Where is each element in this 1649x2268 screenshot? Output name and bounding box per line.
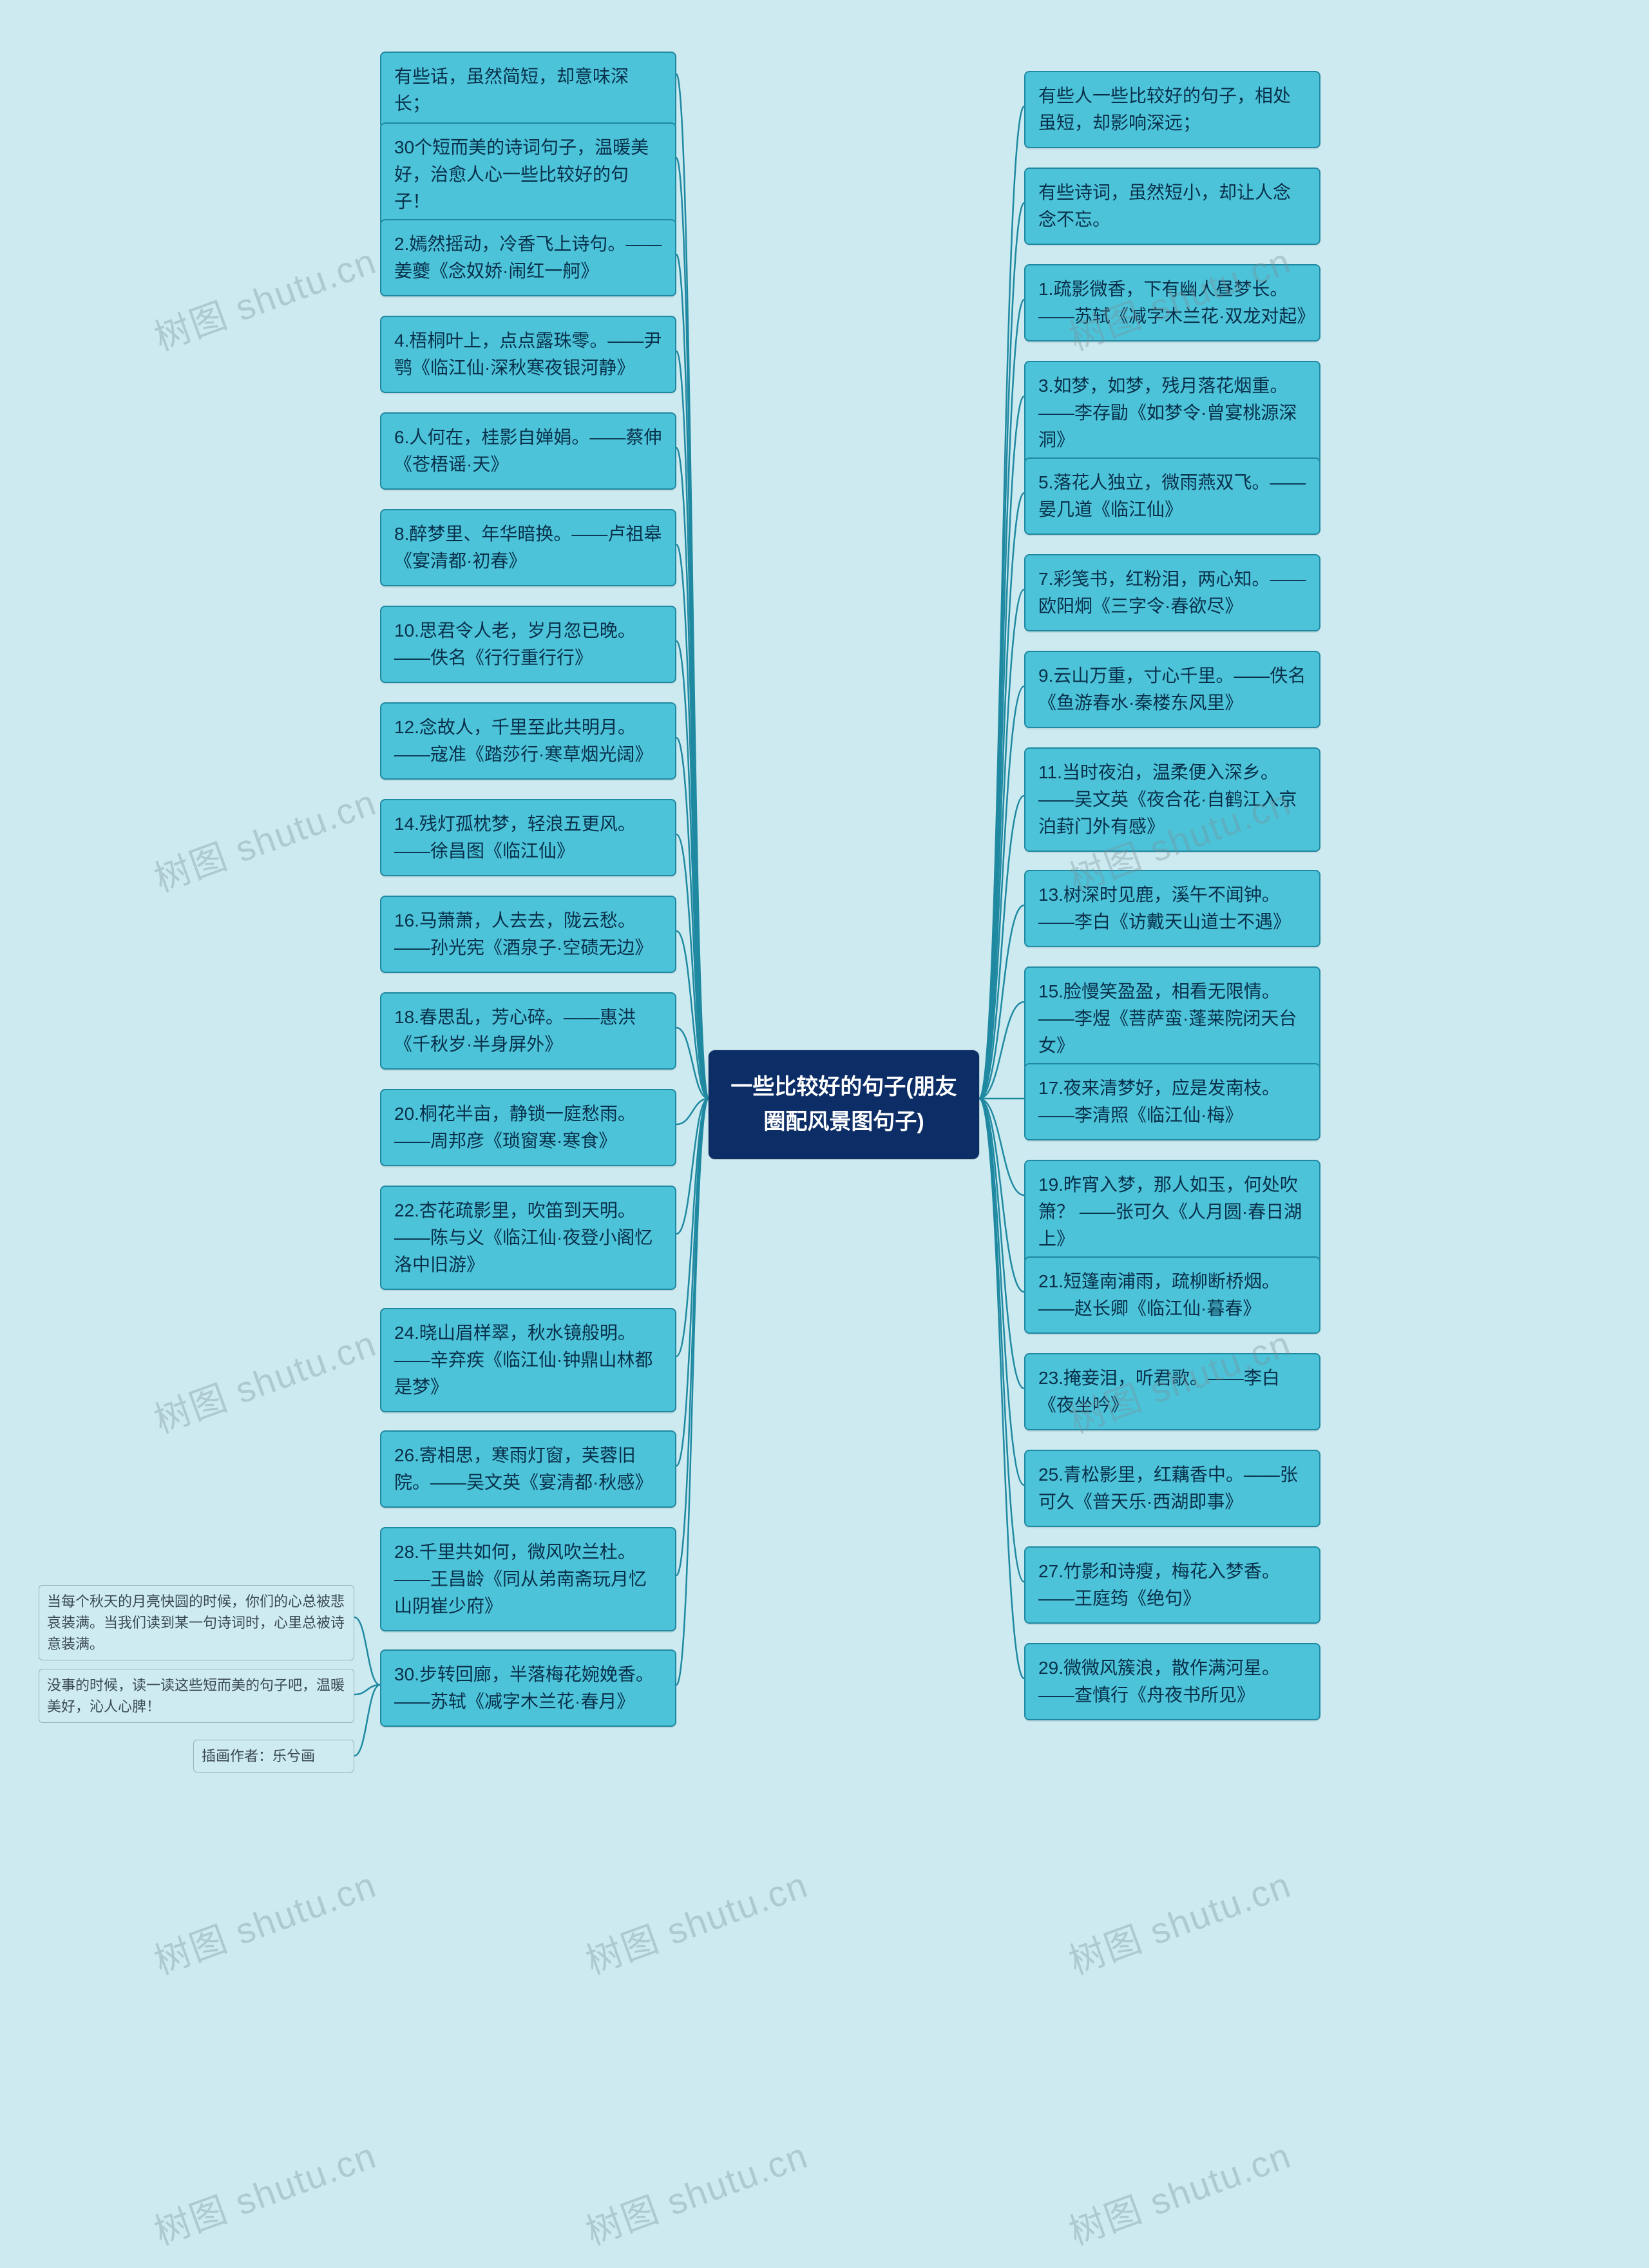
- left-branch-10: 18.春思乱，芳心碎。——惠洪《千秋岁·半身屏外》: [380, 992, 676, 1070]
- leaf-0: 当每个秋天的月亮快圆的时候，你们的心总被悲哀装满。当我们读到某一句诗词时，心里总…: [39, 1585, 354, 1660]
- central-node: 一些比较好的句子(朋友圈配风景图句子): [709, 1050, 979, 1159]
- mindmap-canvas: 一些比较好的句子(朋友圈配风景图句子) 有些话，虽然简短，却意味深长；30个短而美…: [0, 0, 1649, 2268]
- watermark: 树图 shutu.cn: [146, 233, 383, 361]
- left-branch-4: 6.人何在，桂影自婵娟。——蔡伸《苍梧谣·天》: [380, 412, 676, 490]
- left-branch-8: 14.残灯孤枕梦，轻浪五更风。——徐昌图《临江仙》: [380, 799, 676, 876]
- right-branch-8: 13.树深时见鹿，溪午不闻钟。——李白《访戴天山道士不遇》: [1024, 870, 1320, 947]
- right-branch-1: 有些诗词，虽然短小，却让人念念不忘。: [1024, 168, 1320, 245]
- right-branch-12: 21.短篷南浦雨，疏柳断桥烟。——赵长卿《临江仙·暮春》: [1024, 1256, 1320, 1334]
- right-branch-5: 7.彩笺书，红粉泪，两心知。——欧阳炯《三字令·春欲尽》: [1024, 554, 1320, 631]
- right-branch-4: 5.落花人独立，微雨燕双飞。——晏几道《临江仙》: [1024, 457, 1320, 535]
- left-branch-12: 22.杏花疏影里，吹笛到天明。——陈与义《临江仙·夜登小阁忆洛中旧游》: [380, 1186, 676, 1290]
- left-branch-0: 有些话，虽然简短，却意味深长；: [380, 52, 676, 129]
- right-branch-11: 19.昨宵入梦，那人如玉，何处吹箫？ ——张可久《人月圆·春日湖上》: [1024, 1160, 1320, 1264]
- leaf-2: 插画作者：乐兮画: [193, 1740, 354, 1773]
- right-branch-16: 29.微微风簇浪，散作满河星。——查慎行《舟夜书所见》: [1024, 1643, 1320, 1720]
- watermark: 树图 shutu.cn: [1061, 2127, 1297, 2256]
- watermark: 树图 shutu.cn: [146, 1315, 383, 1444]
- right-branch-9: 15.脸慢笑盈盈，相看无限情。——李煜《菩萨蛮·蓬莱院闭天台女》: [1024, 966, 1320, 1071]
- left-branch-11: 20.桐花半亩，静锁一庭愁雨。——周邦彦《琐窗寒·寒食》: [380, 1089, 676, 1166]
- left-branch-3: 4.梧桐叶上，点点露珠零。——尹鹗《临江仙·深秋寒夜银河静》: [380, 316, 676, 393]
- right-branch-13: 23.掩妾泪，听君歌。——李白《夜坐吟》: [1024, 1353, 1320, 1430]
- left-branch-9: 16.马萧萧，人去去，陇云愁。——孙光宪《酒泉子·空碛无边》: [380, 896, 676, 973]
- left-branch-13: 24.晓山眉样翠，秋水镜般明。——辛弃疾《临江仙·钟鼎山林都是梦》: [380, 1308, 676, 1412]
- leaf-1: 没事的时候，读一读这些短而美的句子吧，温暖美好，沁人心脾！: [39, 1669, 354, 1723]
- left-branch-16: 30.步转回廊，半落梅花婉娩香。——苏轼《减字木兰花·春月》: [380, 1649, 676, 1727]
- right-branch-2: 1.疏影微香，下有幽人昼梦长。——苏轼《减字木兰花·双龙对起》: [1024, 264, 1320, 341]
- right-branch-3: 3.如梦，如梦，残月落花烟重。——李存勖《如梦令·曾宴桃源深洞》: [1024, 361, 1320, 465]
- right-branch-15: 27.竹影和诗瘦，梅花入梦香。——王庭筠《绝句》: [1024, 1546, 1320, 1624]
- right-branch-6: 9.云山万重，寸心千里。——佚名《鱼游春水·秦楼东风里》: [1024, 651, 1320, 728]
- watermark: 树图 shutu.cn: [146, 774, 383, 903]
- left-branch-15: 28.千里共如何，微风吹兰杜。——王昌龄《同从弟南斋玩月忆山阴崔少府》: [380, 1527, 676, 1631]
- left-branch-7: 12.念故人，千里至此共明月。——寇准《踏莎行·寒草烟光阔》: [380, 702, 676, 780]
- left-branch-2: 2.嫣然摇动，冷香飞上诗句。——姜夔《念奴娇·闹红一舸》: [380, 219, 676, 296]
- right-branch-14: 25.青松影里，红藕香中。——张可久《普天乐·西湖即事》: [1024, 1450, 1320, 1527]
- left-branch-5: 8.醉梦里、年华暗换。——卢祖皋《宴清都·初春》: [380, 509, 676, 586]
- watermark: 树图 shutu.cn: [146, 1856, 383, 1985]
- left-branch-14: 26.寄相思，寒雨灯窗，芙蓉旧院。——吴文英《宴清都·秋感》: [380, 1430, 676, 1508]
- right-branch-0: 有些人一些比较好的句子，相处虽短，却影响深远；: [1024, 71, 1320, 148]
- watermark: 树图 shutu.cn: [146, 2127, 383, 2256]
- left-branch-6: 10.思君令人老，岁月忽已晚。——佚名《行行重行行》: [380, 606, 676, 683]
- watermark: 树图 shutu.cn: [578, 2127, 814, 2256]
- right-branch-10: 17.夜来清梦好，应是发南枝。——李清照《临江仙·梅》: [1024, 1063, 1320, 1140]
- left-branch-1: 30个短而美的诗词句子，温暖美好，治愈人心一些比较好的句子！: [380, 122, 676, 227]
- watermark: 树图 shutu.cn: [1061, 1856, 1297, 1985]
- right-branch-7: 11.当时夜泊，温柔便入深乡。——吴文英《夜合花·自鹤江入京泊葑门外有感》: [1024, 747, 1320, 852]
- watermark: 树图 shutu.cn: [578, 1856, 814, 1985]
